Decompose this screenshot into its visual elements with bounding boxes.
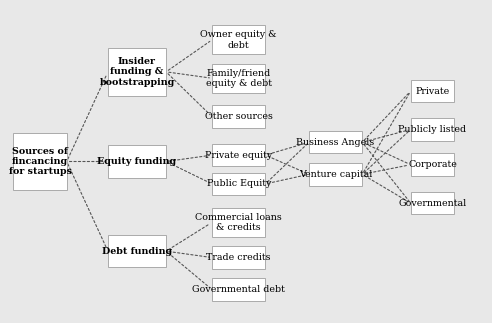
FancyBboxPatch shape (411, 80, 454, 102)
FancyBboxPatch shape (108, 235, 166, 267)
Text: Corporate: Corporate (408, 160, 457, 169)
Text: Family/friend
equity & debt: Family/friend equity & debt (206, 68, 272, 88)
FancyBboxPatch shape (411, 153, 454, 176)
Text: Private: Private (415, 87, 450, 96)
Text: Commercial loans
& credits: Commercial loans & credits (195, 213, 282, 232)
FancyBboxPatch shape (108, 48, 166, 96)
Text: Governmental: Governmental (399, 199, 466, 208)
FancyBboxPatch shape (212, 173, 265, 195)
Text: Business Angels: Business Angels (297, 138, 375, 147)
Text: Venture capital: Venture capital (299, 170, 372, 179)
FancyBboxPatch shape (212, 106, 265, 128)
Text: Private equity: Private equity (205, 151, 273, 160)
Text: Publicly listed: Publicly listed (399, 125, 466, 134)
Text: Debt funding: Debt funding (102, 247, 172, 256)
Text: Insider
funding &
bootstrapping: Insider funding & bootstrapping (99, 57, 175, 87)
Text: Public Equity: Public Equity (207, 179, 271, 188)
FancyBboxPatch shape (212, 64, 265, 93)
FancyBboxPatch shape (212, 26, 265, 54)
Text: Trade credits: Trade credits (207, 253, 271, 262)
FancyBboxPatch shape (309, 163, 362, 185)
FancyBboxPatch shape (212, 144, 265, 166)
FancyBboxPatch shape (212, 246, 265, 269)
Text: Other sources: Other sources (205, 112, 273, 121)
FancyBboxPatch shape (212, 278, 265, 301)
FancyBboxPatch shape (411, 118, 454, 141)
FancyBboxPatch shape (212, 208, 265, 237)
Text: Owner equity &
debt: Owner equity & debt (200, 30, 277, 49)
FancyBboxPatch shape (13, 133, 67, 190)
FancyBboxPatch shape (309, 131, 362, 153)
Text: Sources of
fincancing
for startups: Sources of fincancing for startups (8, 147, 72, 176)
FancyBboxPatch shape (108, 145, 166, 178)
Text: Governmental debt: Governmental debt (192, 285, 285, 294)
Text: Equity funding: Equity funding (97, 157, 177, 166)
FancyBboxPatch shape (411, 192, 454, 214)
